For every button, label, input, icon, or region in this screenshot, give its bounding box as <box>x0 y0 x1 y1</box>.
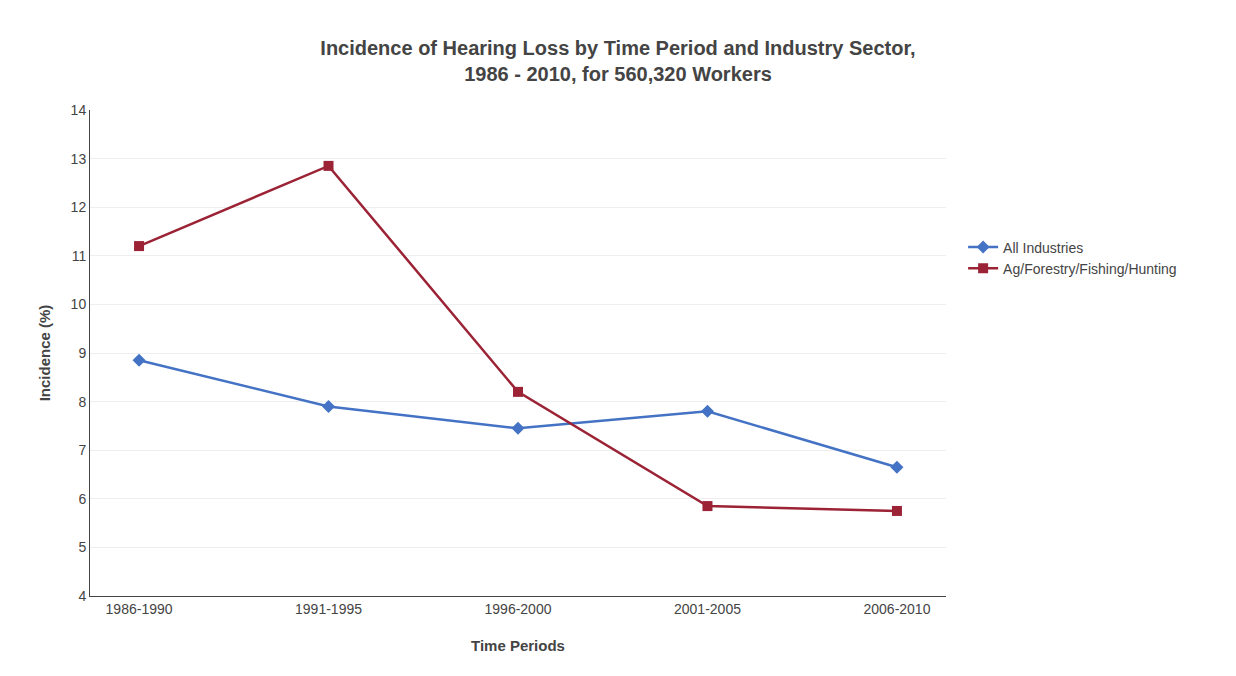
svg-text:Ag/Forestry/Fishing/Hunting: Ag/Forestry/Fishing/Hunting <box>1003 261 1177 277</box>
svg-text:Incidence of Hearing Loss by T: Incidence of Hearing Loss by Time Period… <box>320 37 915 85</box>
svg-text:9: 9 <box>78 345 86 361</box>
svg-text:7: 7 <box>78 442 86 458</box>
svg-text:13: 13 <box>71 151 87 167</box>
svg-text:10: 10 <box>71 296 87 312</box>
svg-text:Time Periods: Time Periods <box>471 637 565 654</box>
svg-text:All Industries: All Industries <box>1003 240 1083 256</box>
svg-text:1991-1995: 1991-1995 <box>295 601 362 617</box>
svg-text:14: 14 <box>71 102 87 118</box>
svg-text:5: 5 <box>78 539 86 555</box>
svg-text:6: 6 <box>78 491 86 507</box>
svg-text:2006-2010: 2006-2010 <box>863 601 930 617</box>
svg-text:1986-1990: 1986-1990 <box>106 601 173 617</box>
svg-text:12: 12 <box>71 199 87 215</box>
svg-text:1996-2000: 1996-2000 <box>485 601 552 617</box>
svg-text:8: 8 <box>78 394 86 410</box>
svg-text:2001-2005: 2001-2005 <box>674 601 741 617</box>
svg-text:4: 4 <box>78 588 86 604</box>
svg-text:11: 11 <box>72 248 87 264</box>
svg-text:Incidence (%): Incidence (%) <box>36 305 53 402</box>
